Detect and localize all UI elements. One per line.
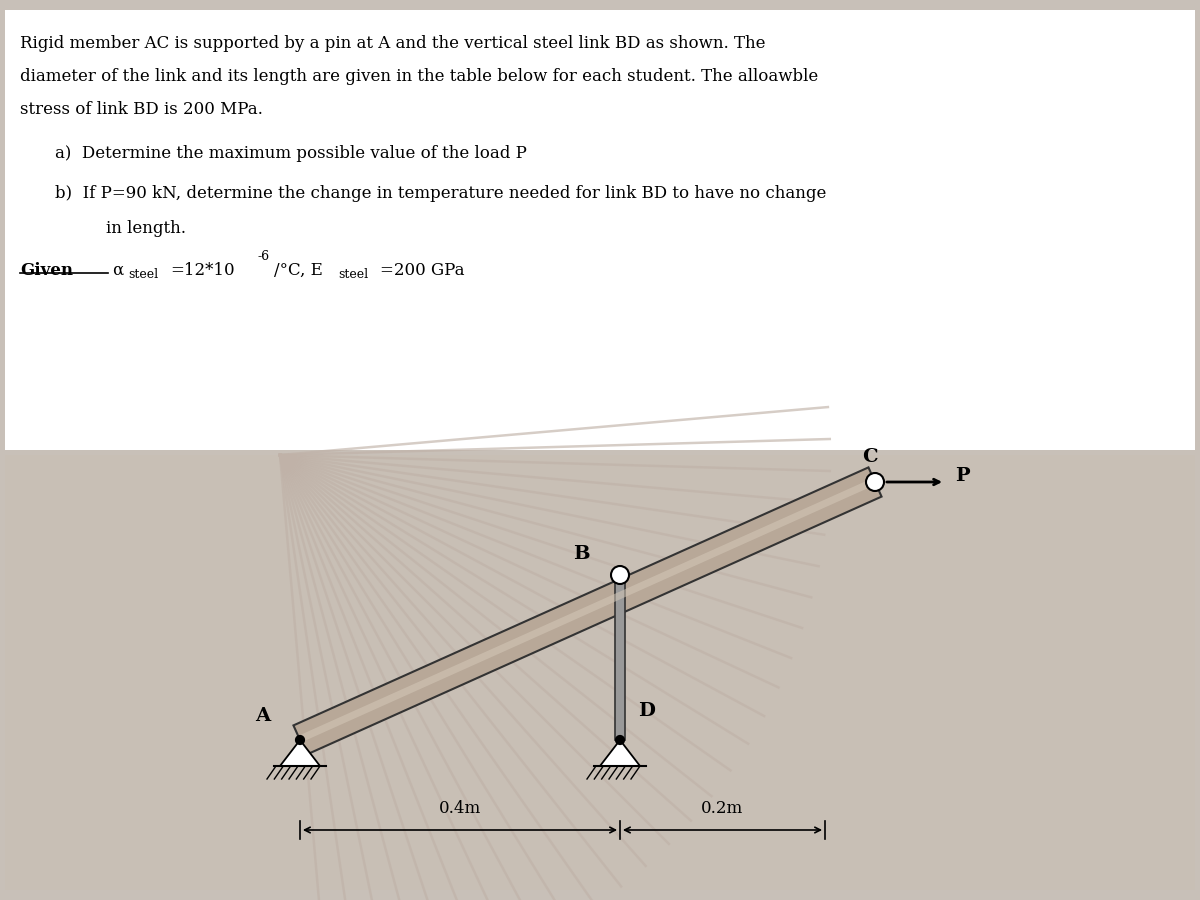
Text: =200 GPa: =200 GPa xyxy=(380,262,464,279)
Text: -6: -6 xyxy=(258,250,270,263)
Text: Rigid member AC is supported by a pin at A and the vertical steel link BD as sho: Rigid member AC is supported by a pin at… xyxy=(20,35,766,52)
Text: 0.2m: 0.2m xyxy=(701,800,744,817)
Text: P: P xyxy=(955,467,970,485)
Text: steel: steel xyxy=(338,268,368,281)
Text: stress of link BD is 200 MPa.: stress of link BD is 200 MPa. xyxy=(20,101,263,118)
Circle shape xyxy=(611,566,629,584)
Text: α: α xyxy=(112,262,124,279)
Text: /°C, E: /°C, E xyxy=(274,262,323,279)
FancyBboxPatch shape xyxy=(5,10,1195,450)
Polygon shape xyxy=(298,478,876,742)
Text: A: A xyxy=(254,707,270,725)
Text: 0.4m: 0.4m xyxy=(439,800,481,817)
Bar xyxy=(5,455,1195,890)
Polygon shape xyxy=(294,467,882,754)
Polygon shape xyxy=(600,740,640,766)
Circle shape xyxy=(295,735,305,744)
Text: B: B xyxy=(574,545,590,563)
Text: b)  If P=90 kN, determine the change in temperature needed for link BD to have n: b) If P=90 kN, determine the change in t… xyxy=(55,185,827,202)
Polygon shape xyxy=(280,740,320,766)
Polygon shape xyxy=(616,575,625,740)
Text: Given: Given xyxy=(20,262,73,279)
Circle shape xyxy=(866,473,884,491)
Text: C: C xyxy=(862,448,878,466)
Text: a)  Determine the maximum possible value of the load P: a) Determine the maximum possible value … xyxy=(55,145,527,162)
Text: D: D xyxy=(638,702,655,720)
Text: diameter of the link and its length are given in the table below for each studen: diameter of the link and its length are … xyxy=(20,68,818,85)
Text: =12*10: =12*10 xyxy=(170,262,235,279)
Circle shape xyxy=(616,735,624,744)
Text: steel: steel xyxy=(128,268,158,281)
Text: in length.: in length. xyxy=(85,220,186,237)
